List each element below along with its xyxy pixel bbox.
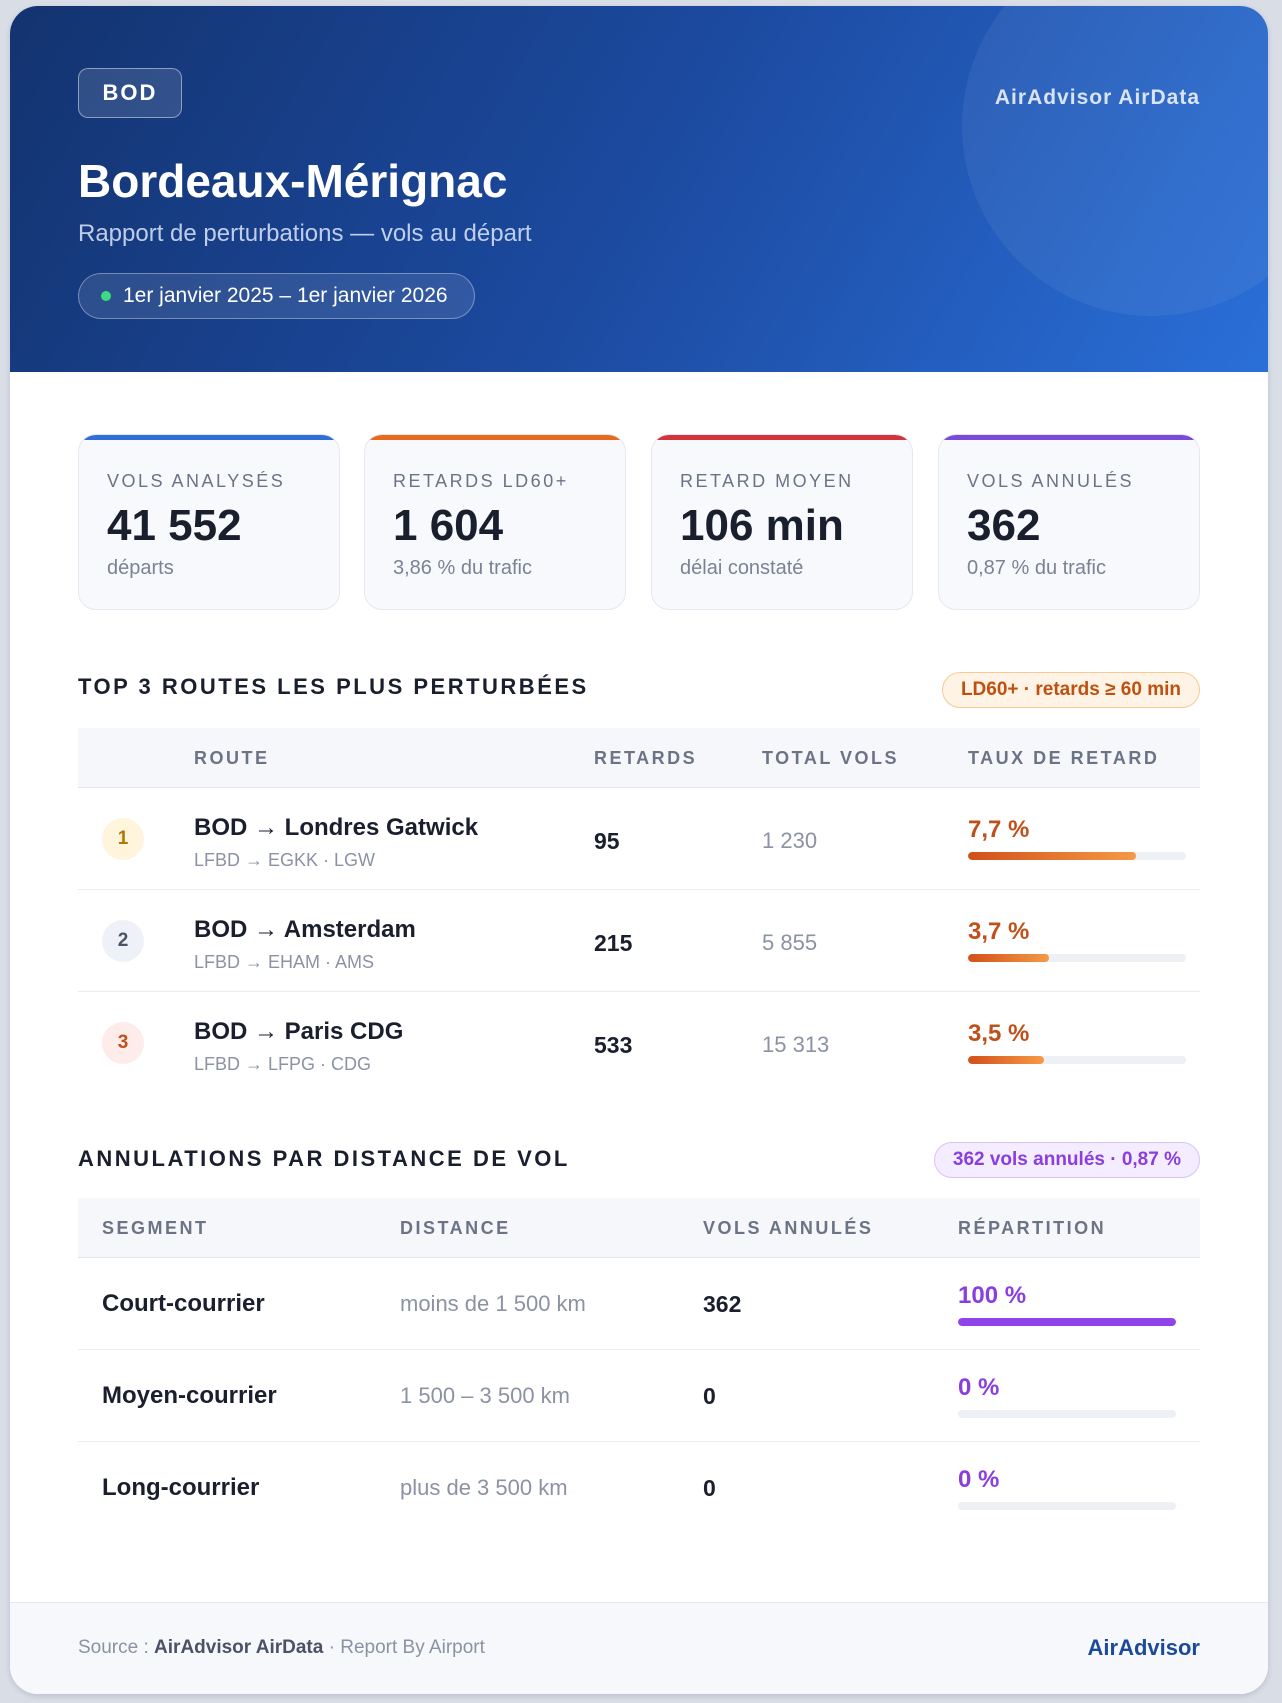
route-delays: 95 bbox=[594, 828, 620, 854]
segment-percent: 100 % bbox=[958, 1282, 1027, 1309]
segment-count: 0 bbox=[703, 1383, 716, 1409]
table-row: Long-courrier plus de 3 500 km 0 0 % bbox=[78, 1442, 1200, 1534]
segment-count: 362 bbox=[703, 1291, 742, 1317]
brand-label: AirAdvisor AirData bbox=[994, 86, 1200, 109]
table-row: Moyen-courrier 1 500 – 3 500 km 0 0 % bbox=[78, 1350, 1200, 1442]
rate-bar-fill bbox=[968, 852, 1136, 860]
route-total: 15 313 bbox=[762, 1032, 830, 1057]
table-row: 3 BOD → Paris CDG LFBD → LFPG · CDG 533 … bbox=[78, 992, 1200, 1094]
route-total: 5 855 bbox=[762, 930, 818, 955]
kpi-accent-bar bbox=[365, 435, 625, 440]
rate-bar-fill bbox=[968, 1056, 1045, 1064]
source-suffix: · Report By Airport bbox=[328, 1637, 485, 1658]
page-subtitle: Rapport de perturbations — vols au dépar… bbox=[78, 220, 532, 247]
airport-code-badge: BOD bbox=[78, 68, 182, 118]
column-header-segment: SEGMENT bbox=[102, 1218, 209, 1238]
kpi-accent-bar bbox=[79, 435, 339, 440]
route-title: BOD → Amsterdam bbox=[194, 916, 416, 943]
report-card: BOD AirAdvisor AirData Bordeaux-Mérignac… bbox=[10, 6, 1268, 1694]
rate-bar-fill bbox=[968, 954, 1049, 962]
kpi-row: VOLS ANALYSÉS 41 552 départs RETARDS LD6… bbox=[78, 434, 1200, 610]
cancellations-section-title: ANNULATIONS PAR DISTANCE DE VOL bbox=[78, 1146, 570, 1171]
table-row: 2 BOD → Amsterdam LFBD → EHAM · AMS 215 … bbox=[78, 890, 1200, 992]
routes-table-header: ROUTE RETARDS TOTAL VOLS TAUX DE RETARD bbox=[78, 728, 1200, 788]
column-header-total: TOTAL VOLS bbox=[762, 748, 900, 768]
route-title: BOD → Paris CDG bbox=[194, 1018, 404, 1045]
footer: Source : AirAdvisor AirData · Report By … bbox=[10, 1602, 1268, 1694]
segment-name: Moyen-courrier bbox=[102, 1382, 277, 1409]
column-header-route: ROUTE bbox=[194, 748, 270, 768]
kpi-sub: 3,86 % du trafic bbox=[393, 557, 532, 579]
kpi-card-flights: VOLS ANALYSÉS 41 552 départs bbox=[78, 434, 340, 610]
route-codes: LFBD → EHAM · AMS bbox=[194, 952, 375, 972]
rank-badge: 1 bbox=[102, 818, 144, 860]
segment-distance: plus de 3 500 km bbox=[400, 1475, 568, 1500]
segment-count: 0 bbox=[703, 1475, 716, 1501]
kpi-accent-bar bbox=[652, 435, 912, 440]
page-title: Bordeaux-Mérignac bbox=[78, 155, 508, 207]
footer-source: Source : AirAdvisor AirData · Report By … bbox=[78, 1637, 485, 1659]
route-delays: 533 bbox=[594, 1032, 633, 1058]
segment-distance: moins de 1 500 km bbox=[400, 1291, 586, 1316]
kpi-label: VOLS ANNULÉS bbox=[967, 471, 1135, 491]
source-name: AirAdvisor AirData bbox=[154, 1637, 324, 1658]
footer-brand: AirAdvisor bbox=[1087, 1635, 1200, 1660]
hero-header: BOD AirAdvisor AirData Bordeaux-Mérignac… bbox=[10, 6, 1268, 372]
decorative-circle bbox=[962, 6, 1268, 316]
kpi-sub: 0,87 % du trafic bbox=[967, 557, 1106, 579]
rank-badge: 2 bbox=[102, 920, 144, 962]
share-bar-track bbox=[958, 1410, 1176, 1418]
segment-name: Court-courrier bbox=[102, 1290, 265, 1317]
column-header-delays: RETARDS bbox=[594, 748, 698, 768]
kpi-sub: délai constaté bbox=[680, 557, 804, 579]
table-row: 1 BOD → Londres Gatwick LFBD → EGKK · LG… bbox=[78, 788, 1200, 890]
rate-bar-track bbox=[968, 1056, 1186, 1064]
kpi-sub: départs bbox=[107, 557, 174, 579]
kpi-label: RETARDS LD60+ bbox=[393, 471, 569, 491]
column-header-rate: TAUX DE RETARD bbox=[968, 748, 1160, 768]
share-bar-fill bbox=[958, 1318, 1176, 1326]
kpi-value: 41 552 bbox=[107, 501, 242, 550]
cancelled-tag: 362 vols annulés · 0,87 % bbox=[933, 1142, 1200, 1178]
route-rate: 7,7 % bbox=[968, 816, 1030, 843]
kpi-label: RETARD MOYEN bbox=[680, 471, 854, 491]
table-row: Court-courrier moins de 1 500 km 362 100… bbox=[78, 1258, 1200, 1350]
rate-bar-track bbox=[968, 852, 1186, 860]
rate-bar-track bbox=[968, 954, 1186, 962]
kpi-card-average-delay: RETARD MOYEN 106 min délai constaté bbox=[651, 434, 913, 610]
segment-distance: 1 500 – 3 500 km bbox=[400, 1383, 571, 1408]
ld60-tag: LD60+ · retards ≥ 60 min bbox=[941, 672, 1200, 708]
column-header-distribution: RÉPARTITION bbox=[958, 1218, 1107, 1238]
route-rate: 3,5 % bbox=[968, 1020, 1030, 1047]
kpi-label: VOLS ANALYSÉS bbox=[107, 471, 286, 491]
route-codes: LFBD → LFPG · CDG bbox=[194, 1054, 372, 1074]
route-total: 1 230 bbox=[762, 828, 818, 853]
segment-percent: 0 % bbox=[958, 1374, 1000, 1401]
column-header-cancelled: VOLS ANNULÉS bbox=[703, 1218, 874, 1238]
route-title: BOD → Londres Gatwick bbox=[194, 814, 479, 841]
source-prefix: Source : bbox=[78, 1637, 149, 1658]
kpi-value: 1 604 bbox=[393, 501, 504, 550]
route-rate: 3,7 % bbox=[968, 918, 1030, 945]
column-header-distance: DISTANCE bbox=[400, 1218, 511, 1238]
route-codes: LFBD → EGKK · LGW bbox=[194, 850, 376, 870]
status-dot-icon bbox=[101, 291, 111, 301]
cancellations-table-header: SEGMENT DISTANCE VOLS ANNULÉS RÉPARTITIO… bbox=[78, 1198, 1200, 1258]
rank-badge: 3 bbox=[102, 1022, 144, 1064]
share-bar-track bbox=[958, 1318, 1176, 1326]
kpi-value: 362 bbox=[967, 501, 1041, 550]
period-pill: 1er janvier 2025 – 1er janvier 2026 bbox=[78, 273, 475, 319]
segment-name: Long-courrier bbox=[102, 1474, 260, 1501]
kpi-accent-bar bbox=[939, 435, 1199, 440]
kpi-value: 106 min bbox=[680, 501, 844, 550]
share-bar-track bbox=[958, 1502, 1176, 1510]
segment-percent: 0 % bbox=[958, 1466, 1000, 1493]
route-delays: 215 bbox=[594, 930, 633, 956]
kpi-card-delays: RETARDS LD60+ 1 604 3,86 % du trafic bbox=[364, 434, 626, 610]
kpi-card-cancelled: VOLS ANNULÉS 362 0,87 % du trafic bbox=[938, 434, 1200, 610]
period-label: 1er janvier 2025 – 1er janvier 2026 bbox=[123, 284, 448, 307]
routes-section-title: TOP 3 ROUTES LES PLUS PERTURBÉES bbox=[78, 674, 589, 699]
